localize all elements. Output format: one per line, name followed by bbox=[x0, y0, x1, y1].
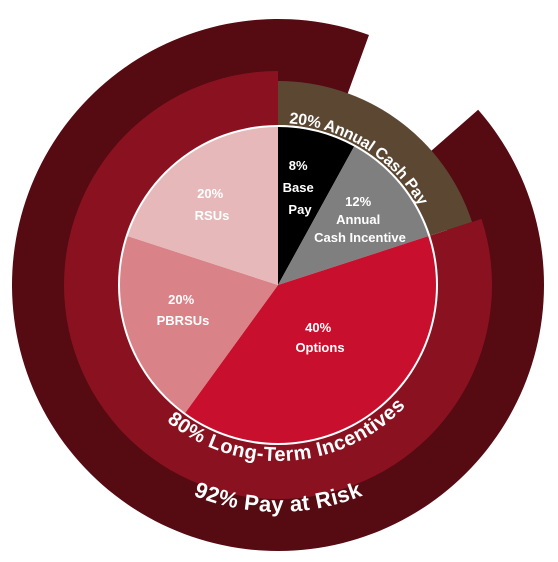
middle-ring-annual-cash-pay bbox=[278, 81, 473, 236]
inner-pie bbox=[120, 127, 436, 443]
slice-label-base-pay: 8% Base Pay bbox=[283, 158, 318, 217]
inner-slice-annual-cash-incentive bbox=[278, 146, 429, 285]
inner-slice-pbrsus bbox=[120, 236, 278, 413]
slice-label-pbrsus: 20% PBRSUs bbox=[157, 292, 210, 328]
inner-slice-options bbox=[185, 236, 436, 443]
slice-label-options: 40% Options bbox=[295, 320, 344, 355]
slice-label-annual-cash-incentive: 12% Annual Cash Incentive bbox=[314, 194, 406, 245]
inner-slice-base-pay bbox=[278, 127, 355, 285]
slice-label-rsus: 20% RSUs bbox=[195, 186, 230, 223]
inner-slice-rsus bbox=[127, 127, 279, 285]
